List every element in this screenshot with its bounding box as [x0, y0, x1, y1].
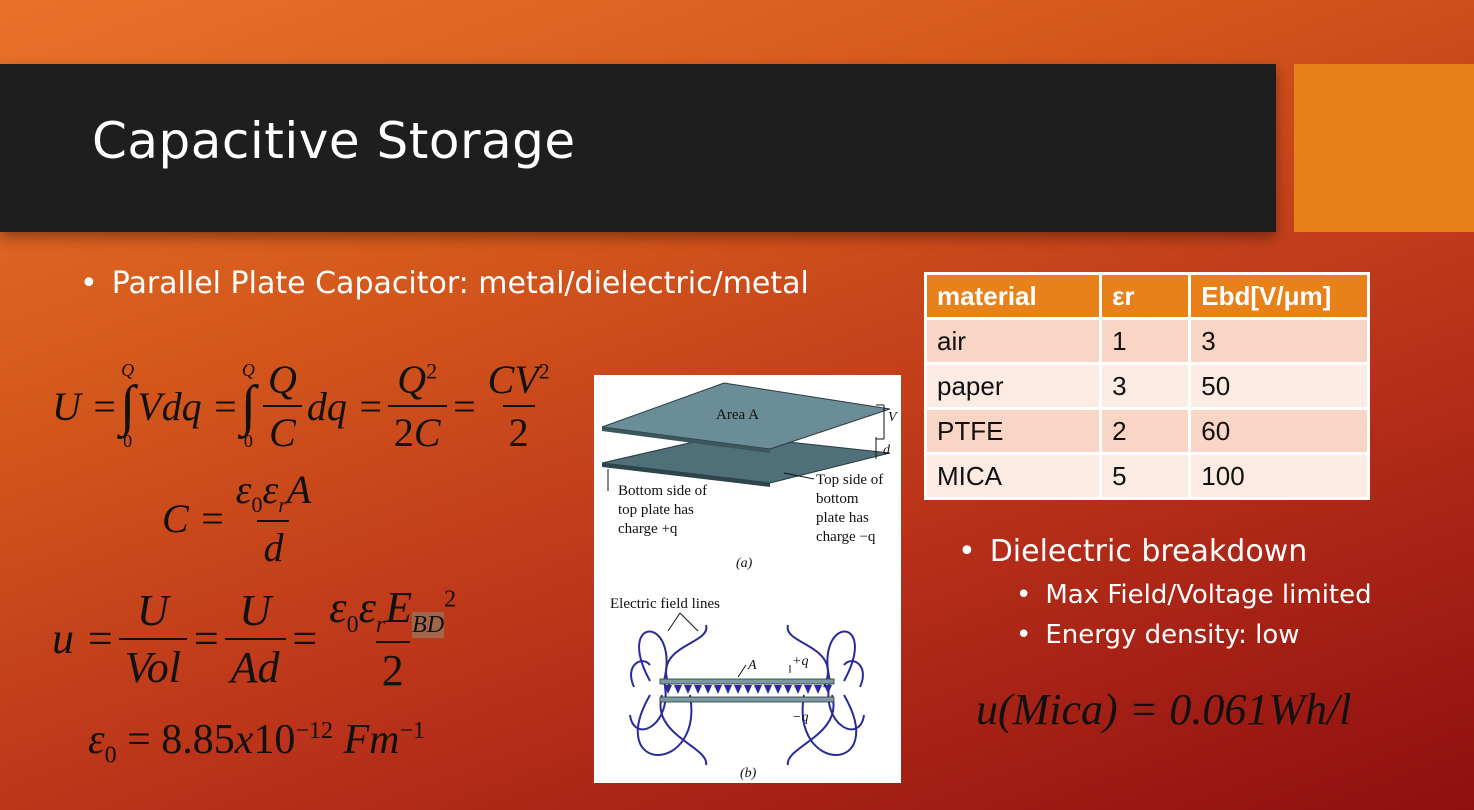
accent-box: [1294, 64, 1474, 232]
capacitor-diagram: Area A V d Bottom side of top plate has …: [601, 382, 898, 781]
sub-bullet-energy-density: • Energy density: low: [1016, 620, 1300, 650]
cell-ebd: 3: [1188, 317, 1370, 365]
cell-epsilon: 2: [1099, 407, 1192, 455]
bullet-dot: •: [1016, 580, 1032, 610]
bullet-dot: •: [80, 266, 98, 301]
bottom-side-line2: top plate has: [618, 502, 694, 518]
cell-epsilon: 5: [1099, 452, 1192, 500]
equation-mica-energy: u(Mica) = 0.061Wh/l: [976, 685, 1352, 734]
bottom-side-line3: charge +q: [618, 521, 678, 537]
slide-title: Capacitive Storage: [92, 112, 576, 170]
top-plate-edge: [602, 427, 770, 453]
top-side-line3: plate has: [816, 510, 869, 526]
bullet-text: Parallel Plate Capacitor: metal/dielectr…: [111, 266, 809, 301]
table-row: PTFE 2 60: [923, 407, 1370, 455]
bullet-dot: •: [958, 534, 976, 569]
bullet-dielectric-breakdown: • Dielectric breakdown: [958, 534, 1307, 569]
header-epsilon-r: εr: [1099, 272, 1192, 320]
top-side-line2: bottom: [816, 491, 859, 507]
header-ebd: Ebd[V/μm]: [1188, 272, 1370, 320]
table-row: air 1 3: [923, 317, 1370, 365]
bullet-parallel-plate: • Parallel Plate Capacitor: metal/dielect…: [80, 266, 809, 301]
cell-material: paper: [923, 362, 1103, 410]
table-header-row: material εr Ebd[V/μm]: [923, 272, 1370, 320]
top-side-line1: Top side of: [816, 472, 883, 488]
cell-material: MICA: [923, 452, 1103, 500]
bullet-dot: •: [1016, 620, 1032, 650]
area-label: Area A: [716, 407, 759, 423]
top-side-line4: charge −q: [816, 529, 876, 545]
field-lines-label: Electric field lines: [610, 596, 720, 612]
plus-q-label: +q: [792, 654, 808, 669]
bullet-text: Dielectric breakdown: [989, 534, 1308, 569]
top-plate: [601, 382, 891, 450]
equation-capacitance: C = ε0εrA d: [162, 467, 312, 570]
bullet-text: Energy density: low: [1045, 620, 1300, 650]
header-material: material: [923, 272, 1103, 320]
d-label: d: [883, 443, 891, 458]
bottom-side-line1: Bottom side of: [618, 483, 707, 499]
table-row: MICA 5 100: [923, 452, 1370, 500]
cell-ebd: 50: [1188, 362, 1370, 410]
cell-material: PTFE: [923, 407, 1103, 455]
equation-energy-density: u = U Vol = U Ad = ε0εrEBD2 2: [52, 583, 457, 695]
equation-permittivity: ε0 = 8.85x10−12 Fm−1: [88, 717, 425, 769]
title-bar: [0, 64, 1276, 232]
cell-ebd: 60: [1188, 407, 1370, 455]
v-label: V: [888, 410, 898, 425]
dielectric-table: material εr Ebd[V/μm] air 1 3 paper 3 50…: [923, 272, 1370, 500]
minus-q-label: −q: [792, 710, 808, 725]
field-arrows: [664, 685, 832, 694]
caption-b: (b): [740, 766, 757, 781]
bottom-plate-edge: [602, 463, 770, 487]
cell-material: air: [923, 317, 1103, 365]
a-label-b: A: [747, 658, 757, 673]
table-row: paper 3 50: [923, 362, 1370, 410]
bullet-text: Max Field/Voltage limited: [1045, 580, 1372, 610]
capacitor-figure: Area A V d Bottom side of top plate has …: [594, 375, 901, 783]
caption-a: (a): [736, 556, 753, 571]
upper-plate-b: [659, 678, 835, 685]
cell-epsilon: 3: [1099, 362, 1192, 410]
sub-bullet-max-field: • Max Field/Voltage limited: [1016, 580, 1372, 610]
field-lines: [629, 624, 865, 766]
cell-epsilon: 1: [1099, 317, 1192, 365]
cell-ebd: 100: [1188, 452, 1370, 500]
lower-plate-b: [659, 696, 835, 703]
